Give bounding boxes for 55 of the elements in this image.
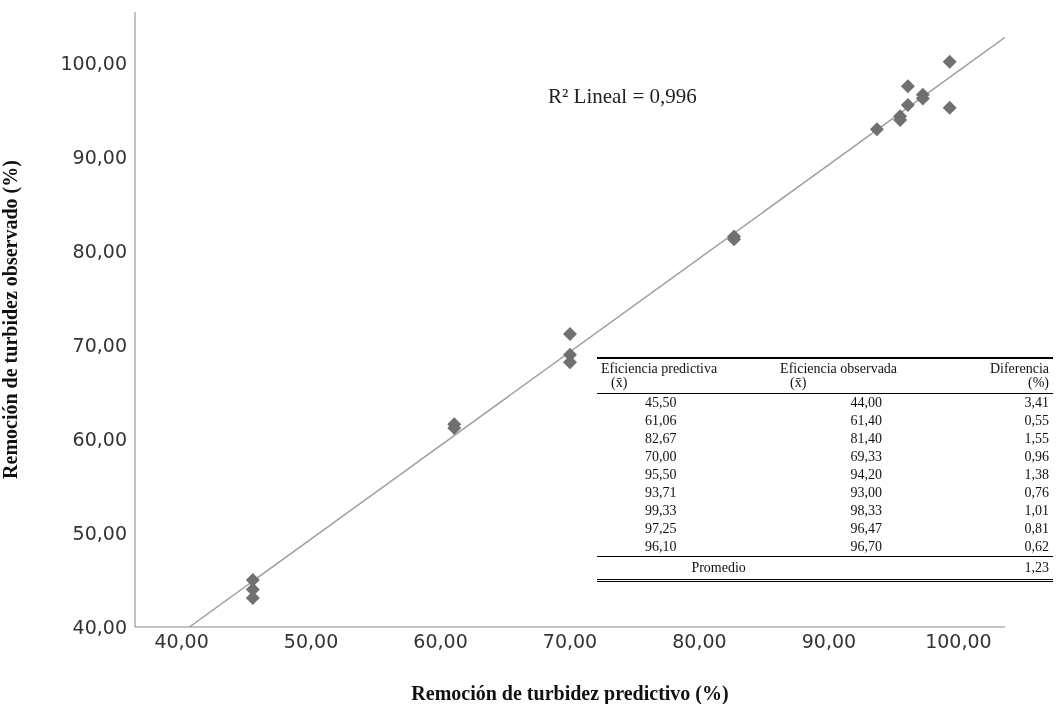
y-tick-label: 40,00 (72, 615, 127, 638)
y-tick-label: 80,00 (72, 240, 127, 263)
point (900, 97, 915, 112)
point (942, 54, 957, 69)
text: 0,96 (1023, 448, 1050, 466)
x-axis-title: Remoción de turbidez predictivo (%) (411, 682, 729, 704)
y-tick-label: 50,00 (72, 521, 127, 544)
x-tick-label: 70,00 (542, 630, 598, 653)
annotation: 95,50 (644, 466, 678, 484)
y-axis-title: Remoción de turbidez observado (%) (0, 160, 23, 479)
point (869, 122, 884, 137)
annotation: 94,20 (849, 466, 883, 484)
annotation: Eficiencia predictiva (x̄) (600, 360, 719, 392)
annotation: Promedio (690, 559, 747, 577)
text: 0,55 (1023, 412, 1050, 430)
annotation: 81,40 (849, 430, 883, 448)
y-tick-label: 60,00 (72, 427, 127, 450)
annotation: 98,33 (849, 502, 883, 520)
point (900, 79, 915, 94)
annotation: 45,50 (644, 394, 678, 412)
annotation: 93,71 (644, 484, 678, 502)
text: 0,76 (1023, 484, 1050, 502)
point (942, 100, 957, 115)
text: 3,41 (1023, 394, 1050, 412)
x-tick-label: 80,00 (672, 630, 727, 653)
y-tick-label: 90,00 (72, 146, 127, 169)
x-tick-label: 90,00 (801, 630, 857, 653)
point (563, 327, 577, 342)
x-tick-label: 100,00 (925, 630, 992, 653)
text: 1,55 (1023, 430, 1050, 448)
text: 1,23 (1023, 559, 1050, 577)
annotation: 82,67 (644, 430, 678, 448)
annotation: 61,40 (849, 412, 883, 430)
annotation: 70,00 (644, 448, 678, 466)
annotation: Eficiencia observada (x̄) (779, 360, 899, 392)
annotation: 44,00 (849, 394, 883, 412)
annotation: 99,33 (644, 502, 678, 520)
annotation: 69,33 (849, 448, 883, 466)
text: 0,81 (1023, 520, 1050, 538)
annotation: 96,70 (849, 538, 883, 556)
text: 1,01 (1023, 502, 1050, 520)
x-tick-label: 40,00 (154, 630, 209, 653)
text: 0,62 (1023, 538, 1050, 556)
annotation: 97,25 (644, 520, 678, 538)
x-tick-label: 50,00 (283, 630, 339, 653)
annotation: 96,10 (644, 538, 678, 556)
annotation: R² Lineal = 0,996 (548, 84, 697, 109)
annotation: 96,47 (849, 520, 883, 538)
x-tick-label: 60,00 (413, 630, 468, 653)
annotation: Diferencia (%) (988, 360, 1050, 392)
annotation: 93,00 (849, 484, 883, 502)
text: 1,38 (1023, 466, 1050, 484)
y-tick-label: 70,00 (72, 334, 127, 357)
y-tick-label: 100,00 (60, 52, 127, 75)
annotation: 61,06 (644, 412, 678, 430)
